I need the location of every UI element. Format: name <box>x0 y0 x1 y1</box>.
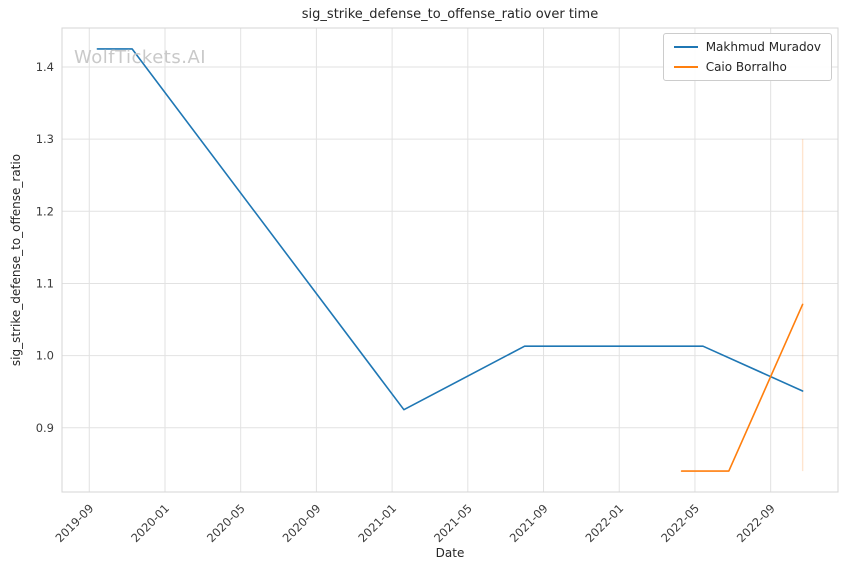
x-tick-label: 2022-05 <box>658 501 702 545</box>
y-tick-label: 1.1 <box>36 276 54 290</box>
y-tick-label: 1.0 <box>36 349 54 363</box>
x-tick-label: 2020-09 <box>280 501 324 545</box>
series-line-caio-borralho <box>680 303 804 472</box>
y-tick-label: 1.4 <box>36 60 54 74</box>
legend-label: Caio Borralho <box>705 60 787 74</box>
x-tick-label: 2020-01 <box>128 501 172 545</box>
y-tick-label: 1.2 <box>36 204 54 218</box>
x-tick-label: 2020-05 <box>204 501 248 545</box>
plot-border <box>61 27 839 493</box>
legend-entry: Caio Borralho <box>673 60 821 74</box>
x-axis-label: Date <box>435 546 465 560</box>
chart-title: sig_strike_defense_to_offense_ratio over… <box>301 7 599 22</box>
y-axis-label: sig_strike_defense_to_offense_ratio <box>9 153 23 367</box>
y-tick-label: 0.9 <box>36 421 54 435</box>
legend: Makhmud Muradov Caio Borralho <box>662 33 832 81</box>
x-tick-label: 2021-01 <box>355 501 399 545</box>
watermark: WolfTickets.AI <box>74 47 207 68</box>
y-tick-label: 1.3 <box>36 132 54 146</box>
x-tick-label: 2019-09 <box>53 501 97 545</box>
x-tick-label: 2021-05 <box>431 501 475 545</box>
legend-line-makhmud-muradov <box>673 46 698 48</box>
x-tick-label: 2022-01 <box>582 501 626 545</box>
legend-entry: Makhmud Muradov <box>673 40 821 54</box>
legend-label: Makhmud Muradov <box>705 40 821 54</box>
series-line-makhmud-muradov <box>96 48 804 411</box>
x-tick-label: 2022-09 <box>734 501 778 545</box>
legend-line-caio-borralho <box>673 66 698 68</box>
x-tick-label: 2021-09 <box>507 501 551 545</box>
